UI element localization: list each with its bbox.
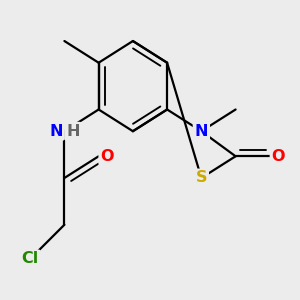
Text: O: O (272, 149, 285, 164)
Text: Cl: Cl (22, 251, 39, 266)
Text: N: N (49, 124, 63, 139)
Text: O: O (100, 149, 114, 164)
Text: S: S (196, 170, 207, 185)
Text: H: H (66, 124, 80, 139)
Text: N: N (195, 124, 208, 139)
